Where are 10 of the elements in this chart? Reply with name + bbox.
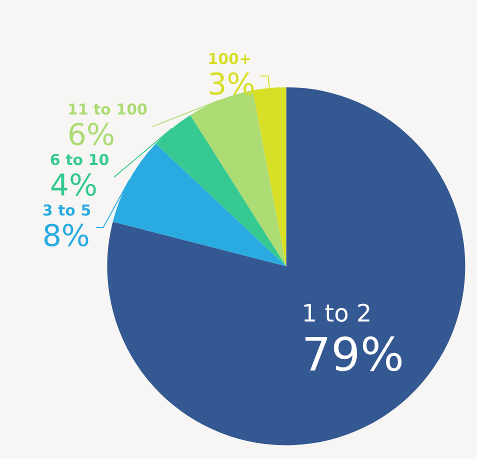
data-label: 4% (50, 168, 98, 204)
data-label: 79% (302, 327, 404, 382)
slice-label: 3 to 5 (42, 202, 92, 220)
data-label: 8% (42, 219, 90, 254)
slice-label: 6 to 10 (50, 151, 110, 170)
slice-label: 11 to 100 (67, 100, 148, 119)
slice-label: 100+ (208, 50, 252, 68)
slice-label: 1 to 2 (302, 299, 372, 328)
data-label: 3% (208, 68, 256, 103)
data-label: 6% (67, 118, 115, 154)
